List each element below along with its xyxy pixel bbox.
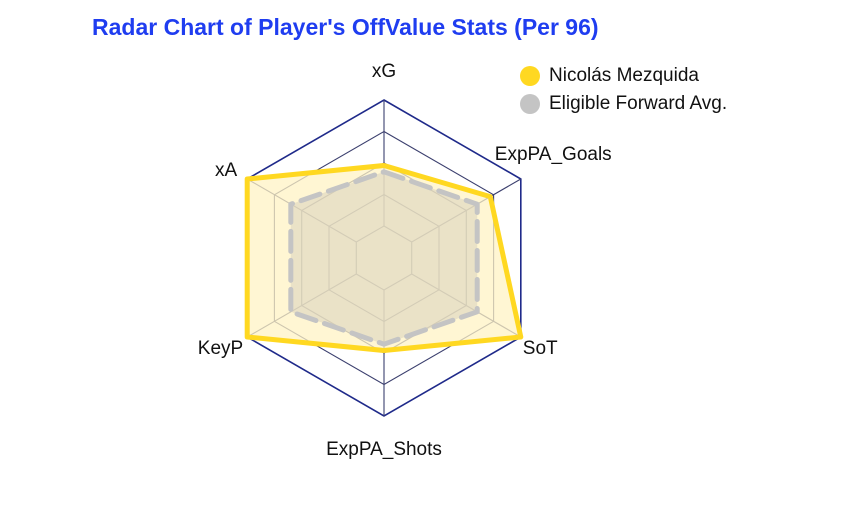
axis-label-KeyP: KeyP xyxy=(198,338,243,359)
legend-item-player: Nicolás Mezquida xyxy=(520,62,727,90)
axis-label-SoT: SoT xyxy=(523,338,558,359)
series-line-1 xyxy=(288,169,480,347)
axis-label-xG: xG xyxy=(372,61,396,82)
legend-label-player: Nicolás Mezquida xyxy=(549,65,699,86)
series-line-0 xyxy=(244,163,524,353)
axis-label-xA: xA xyxy=(215,160,238,181)
chart-title: Radar Chart of Player's OffValue Stats (… xyxy=(92,14,599,40)
legend-swatch-player xyxy=(520,66,540,86)
axis-label-ExpPA_Shots: ExpPA_Shots xyxy=(326,439,442,460)
legend-swatch-average xyxy=(520,94,540,114)
legend-item-average: Eligible Forward Avg. xyxy=(520,90,727,118)
radar-series xyxy=(244,163,524,353)
series-area-1 xyxy=(290,171,478,345)
axis-labels: xG ExpPA_Goals SoT ExpPA_Shots KeyP xA xyxy=(198,61,612,460)
axis-label-ExpPA_Goals: ExpPA_Goals xyxy=(495,144,612,165)
chart-legend: Nicolás Mezquida Eligible Forward Avg. xyxy=(520,62,727,118)
legend-label-average: Eligible Forward Avg. xyxy=(549,93,728,114)
